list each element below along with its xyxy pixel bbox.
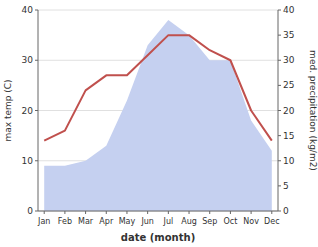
chart-container: 0 10 20 30 40 0 5 10 15 20 25 30 35 40 Jan Feb Mar Apr May… — [0, 0, 318, 247]
x-tick-label: Dec — [264, 217, 279, 226]
x-tick-label: Feb — [58, 217, 72, 226]
x-tick-label: Oct — [223, 217, 237, 226]
x-tick — [44, 211, 45, 214]
x-tick — [85, 211, 86, 214]
y2-axis-line — [278, 10, 279, 211]
y-tick-label: 30 — [22, 55, 34, 65]
y2-tick-label: 25 — [283, 80, 294, 90]
x-tick — [64, 211, 65, 214]
plot-area — [44, 20, 272, 211]
grid-line — [38, 10, 278, 11]
x-tick-label: Sep — [202, 217, 217, 226]
y2-tick-label: 35 — [283, 30, 294, 40]
y2-tick-label: 40 — [283, 5, 295, 15]
x-tick-label: Aug — [181, 217, 197, 226]
x-tick-label: Nov — [243, 217, 259, 226]
x-axis-title: date (month) — [121, 232, 195, 243]
y2-tick-label: 15 — [283, 131, 294, 141]
x-tick-label: Jun — [140, 217, 154, 226]
y-tick-label: 40 — [22, 5, 34, 15]
y-tick-label: 10 — [22, 156, 34, 166]
grid — [38, 10, 278, 211]
x-tick — [189, 211, 190, 214]
x-tick-label: Apr — [99, 217, 114, 226]
x-tick — [209, 211, 210, 214]
y2-tick-label: 5 — [283, 181, 289, 191]
x-tick — [126, 211, 127, 214]
y2-axis-title: med. precipitation (kg/m2) — [308, 50, 318, 171]
x-tick-label: May — [119, 217, 136, 226]
grid-line — [38, 211, 278, 212]
x-axis-line — [38, 211, 278, 212]
x-tick — [230, 211, 231, 214]
x-tick — [251, 211, 252, 214]
x-tick — [271, 211, 272, 214]
x-tick — [147, 211, 148, 214]
precipitation-area — [44, 20, 272, 211]
chart: 0 10 20 30 40 0 5 10 15 20 25 30 35 40 Jan Feb Mar Apr May… — [0, 0, 318, 247]
temperature-line — [44, 35, 272, 141]
y-tick-label: 20 — [22, 106, 34, 116]
x-tick-label: Jul — [163, 217, 174, 226]
y2-tick-label: 30 — [283, 55, 295, 65]
y2-tick-label: 20 — [283, 106, 295, 116]
y2-tick-label: 0 — [283, 206, 289, 216]
x-tick — [168, 211, 169, 214]
y-tick-label: 0 — [27, 206, 33, 216]
y2-tick-label: 10 — [283, 156, 295, 166]
x-tick-label: Jan — [37, 217, 50, 226]
y-axis-line — [38, 10, 39, 211]
x-tick-label: Mar — [78, 217, 94, 226]
x-tick — [106, 211, 107, 214]
y-axis-title: max temp (C) — [3, 79, 13, 141]
